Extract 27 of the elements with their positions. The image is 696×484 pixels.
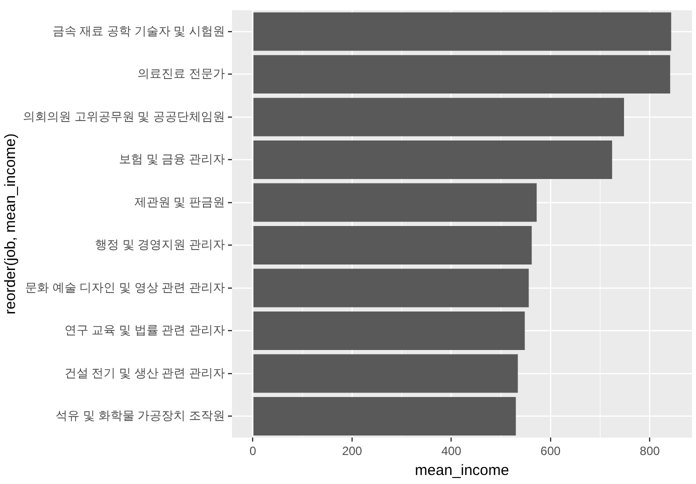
- y-tick-label: 행정 및 경영지원 관리자: [94, 238, 225, 252]
- y-tick-label: 건설 전기 및 생산 관련 관리자: [64, 366, 225, 380]
- y-tick-label: 석유 및 화학물 가공장치 조작원: [56, 408, 225, 423]
- x-tick-label: 800: [640, 444, 660, 458]
- bar: [253, 312, 525, 350]
- bar: [253, 354, 518, 393]
- x-tick-label: 0: [250, 444, 256, 458]
- bar: [253, 396, 516, 436]
- y-tick-label: 문화 예술 디자인 및 영상 관련 관리자: [24, 280, 225, 294]
- x-tick-label: 200: [342, 444, 362, 458]
- x-tick-label: 400: [441, 444, 462, 458]
- y-tick-label: 제관원 및 판금원: [134, 194, 225, 209]
- y-tick-label: 의회의원 고위공무원 및 공공단체임원: [22, 109, 225, 124]
- bar: [253, 140, 612, 180]
- y-axis-title: reorder(job, mean_income): [2, 133, 20, 314]
- bar: [253, 12, 672, 51]
- x-axis-title: mean_income: [414, 462, 510, 480]
- y-tick-label: 연구 교육 및 법률 관련 관리자: [64, 323, 225, 338]
- x-tick-label: 600: [540, 444, 561, 458]
- bar: [253, 226, 532, 265]
- y-tick-label: 금속 재료 공학 기술자 및 시험원: [52, 24, 225, 38]
- bar: [253, 55, 670, 94]
- bar: [253, 183, 537, 222]
- bar: [253, 268, 529, 308]
- bar: [253, 98, 624, 136]
- y-tick-label: 보험 및 금융 관리자: [118, 152, 225, 166]
- y-tick-label: 의료진료 전문가: [138, 66, 225, 81]
